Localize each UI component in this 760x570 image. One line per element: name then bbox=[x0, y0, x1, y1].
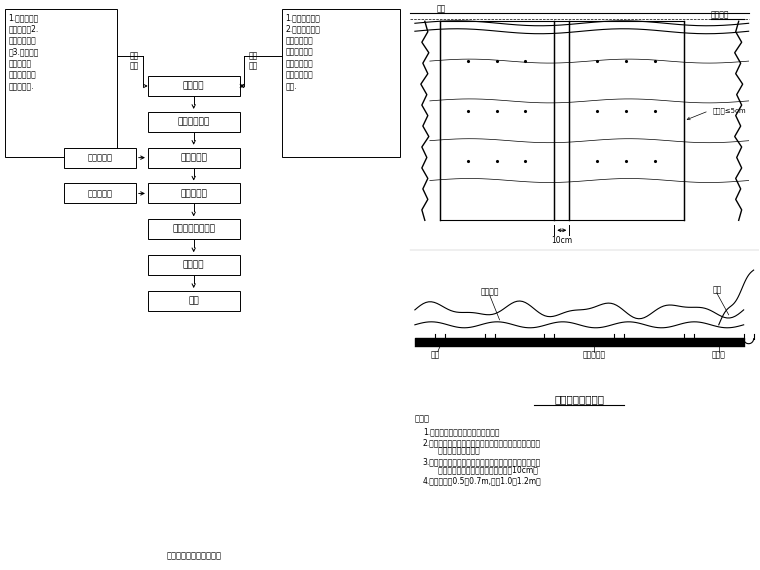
Text: 射钉: 射钉 bbox=[430, 350, 439, 359]
Text: 准备工作: 准备工作 bbox=[183, 82, 204, 91]
Text: 手动熳奥器: 手动熳奥器 bbox=[87, 189, 112, 198]
Text: 防水板据接缝焊接: 防水板据接缝焊接 bbox=[173, 225, 215, 234]
Text: 准备射钉枪: 准备射钉枪 bbox=[87, 153, 112, 162]
Bar bbox=[148, 291, 239, 311]
Bar bbox=[148, 255, 239, 275]
Text: 粘接宽≤5cm: 粘接宽≤5cm bbox=[713, 108, 746, 114]
Text: 1.工作台就位；
2.安装镐杆头，
外露锐止，镐
杆头用密封活
单位，切齐、
销丝头用砂浆
抹平.: 1.工作台就位； 2.安装镐杆头， 外露锐止，镐 杆头用密封活 单位，切齐、 销… bbox=[285, 13, 320, 91]
Text: 4.射钉间距约0.5～0.7m,边圹1.0～1.2m；: 4.射钉间距约0.5～0.7m,边圹1.0～1.2m； bbox=[423, 476, 542, 485]
Text: 防水板铺设施工工艺框图: 防水板铺设施工工艺框图 bbox=[166, 551, 221, 560]
Text: 防水板铺设示意图: 防水板铺设示意图 bbox=[554, 394, 604, 405]
Bar bbox=[148, 148, 239, 168]
Text: 洞外
准备: 洞外 准备 bbox=[129, 51, 138, 71]
Bar bbox=[64, 184, 136, 203]
Text: 3.土工表射钉固定，防水板层据在全面固定足够上，掌按: 3.土工表射钉固定，防水板层据在全面固定足够上，掌按 bbox=[423, 457, 541, 466]
Text: 洞内
准备: 洞内 准备 bbox=[249, 51, 258, 71]
Bar bbox=[5, 9, 117, 157]
Bar bbox=[148, 219, 239, 239]
Text: 隔道纵向: 隔道纵向 bbox=[711, 11, 730, 20]
Bar bbox=[148, 76, 239, 96]
Text: 2.防水板铺设前，射钉头部不得有镐丝头外露，对则必不: 2.防水板铺设前，射钉头部不得有镐丝头外露，对则必不 bbox=[423, 438, 541, 447]
Text: 热容垫片: 热容垫片 bbox=[480, 287, 499, 296]
Bar bbox=[64, 148, 136, 168]
Bar bbox=[283, 9, 400, 157]
Text: 验收: 验收 bbox=[188, 296, 199, 306]
Text: 10cm: 10cm bbox=[551, 236, 572, 245]
Text: 喜砼: 喜砼 bbox=[712, 286, 721, 295]
Bar bbox=[148, 184, 239, 203]
Text: 射钉: 射钉 bbox=[436, 5, 445, 14]
Text: 处用熳奥烊接，挟拥焊接宽度不小于10cm；: 处用熳奥烊接，挟拥焊接宽度不小于10cm； bbox=[431, 465, 537, 474]
Text: 固定土工表: 固定土工表 bbox=[180, 153, 207, 162]
Text: 平整位应参计补充；: 平整位应参计补充； bbox=[431, 446, 480, 455]
Text: 1.防水板材料
质量检验；2.
两焼缝搞接扫
；3.防水板分
据边缘二级
截取，将据边
的对称标记.: 1.防水板材料 质量检验；2. 两焼缝搞接扫 ；3.防水板分 据边缘二级 截取，… bbox=[8, 13, 39, 91]
Text: 质量检验: 质量检验 bbox=[183, 260, 204, 270]
Text: 安装排水管沟: 安装排水管沟 bbox=[178, 117, 210, 127]
Text: 防水板置度: 防水板置度 bbox=[180, 189, 207, 198]
Text: 复合防水板: 复合防水板 bbox=[583, 350, 606, 359]
Bar bbox=[148, 112, 239, 132]
Text: 土工表: 土工表 bbox=[712, 350, 726, 359]
Text: 1.防水板在初期支护层满足层边件；: 1.防水板在初期支护层满足层边件； bbox=[423, 428, 499, 436]
Text: 说明：: 说明： bbox=[415, 414, 430, 424]
